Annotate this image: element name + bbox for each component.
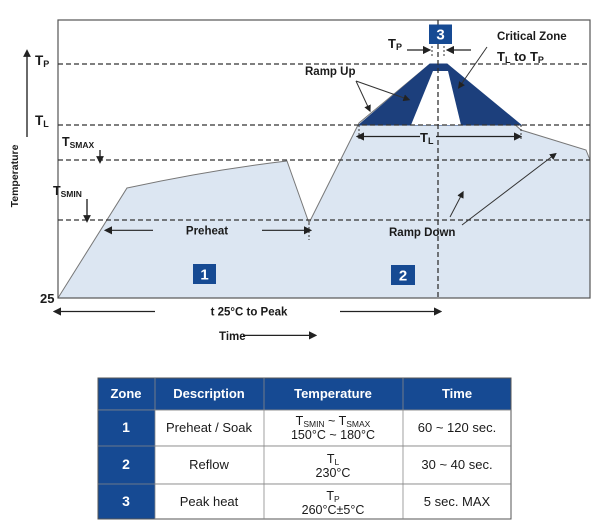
- svg-text:2: 2: [122, 456, 130, 472]
- svg-text:Reflow: Reflow: [189, 457, 229, 472]
- svg-text:Ramp Down: Ramp Down: [389, 227, 455, 239]
- svg-text:60 ~ 120 sec.: 60 ~ 120 sec.: [418, 420, 496, 435]
- svg-text:Time: Time: [219, 331, 246, 343]
- svg-text:Zone: Zone: [110, 386, 141, 401]
- svg-text:150°C ~ 180°C: 150°C ~ 180°C: [291, 428, 375, 442]
- svg-text:1: 1: [122, 419, 130, 435]
- svg-text:2: 2: [399, 268, 407, 285]
- svg-text:Time: Time: [442, 386, 472, 401]
- svg-text:3: 3: [122, 493, 130, 509]
- svg-text:30 ~ 40 sec.: 30 ~ 40 sec.: [421, 457, 492, 472]
- svg-text:Ramp Up: Ramp Up: [305, 66, 355, 78]
- svg-text:Critical Zone: Critical Zone: [497, 31, 567, 43]
- svg-text:3: 3: [436, 27, 444, 44]
- svg-text:25: 25: [40, 291, 54, 306]
- svg-text:t 25°C to Peak: t 25°C to Peak: [211, 307, 288, 319]
- svg-text:Temperature: Temperature: [9, 144, 21, 207]
- svg-text:Temperature: Temperature: [294, 386, 372, 401]
- svg-text:TL to TP: TL to TP: [497, 49, 544, 65]
- svg-text:Preheat / Soak: Preheat / Soak: [166, 420, 252, 435]
- svg-text:Peak heat: Peak heat: [180, 494, 239, 509]
- svg-text:Preheat: Preheat: [186, 226, 228, 238]
- svg-text:5 sec. MAX: 5 sec. MAX: [424, 494, 491, 509]
- svg-text:1: 1: [200, 267, 208, 284]
- svg-text:260°C±5°C: 260°C±5°C: [302, 503, 365, 517]
- svg-text:230°C: 230°C: [316, 466, 351, 480]
- svg-text:Description: Description: [173, 386, 245, 401]
